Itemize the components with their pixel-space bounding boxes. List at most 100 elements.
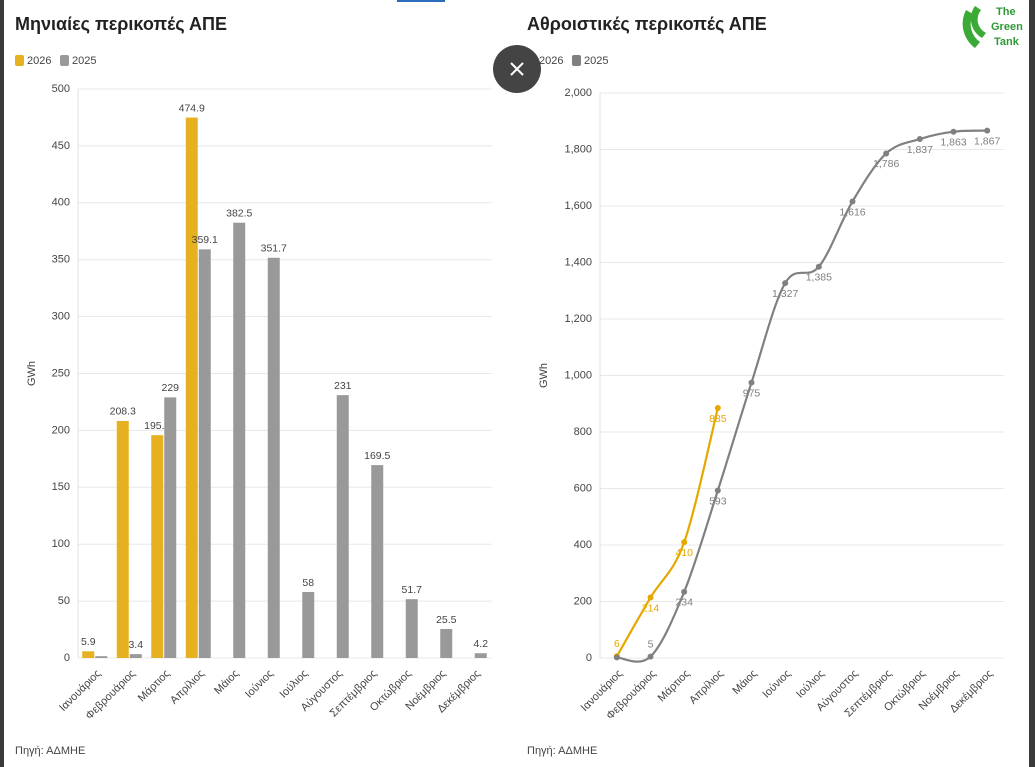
bar	[267, 257, 280, 658]
data-label: 58	[302, 577, 314, 589]
data-label: 1,837	[907, 144, 933, 156]
y-tick-label: 100	[52, 538, 70, 550]
legend-label: 2025	[584, 55, 608, 67]
bar	[336, 395, 349, 658]
bar	[185, 117, 198, 659]
y-tick-label: 1,200	[564, 313, 592, 325]
bar	[129, 654, 142, 658]
point	[681, 588, 688, 595]
bar	[302, 591, 315, 658]
data-label: 975	[743, 387, 761, 399]
y-tick-label: 1,600	[564, 200, 592, 212]
y-tick-label: 150	[52, 481, 70, 493]
bar	[405, 599, 418, 658]
legend-label: 2026	[539, 55, 563, 67]
y-tick-label: 1,800	[564, 143, 592, 155]
legend-swatch	[15, 55, 24, 66]
data-label: 593	[709, 495, 727, 507]
data-label: 25.5	[436, 614, 457, 626]
bar	[82, 651, 95, 658]
point	[849, 198, 856, 205]
point	[647, 594, 654, 601]
y-tick-label: 1,000	[564, 369, 592, 381]
y-axis-label: GWh	[538, 363, 550, 388]
close-icon	[510, 62, 524, 76]
bar	[233, 222, 246, 658]
y-tick-label: 400	[574, 539, 592, 551]
point	[714, 487, 721, 494]
point	[714, 404, 721, 411]
data-label: 1,385	[806, 272, 832, 284]
logo: The Green Tank	[962, 6, 1023, 48]
y-tick-label: 400	[52, 197, 70, 209]
data-label: 382.5	[226, 207, 252, 219]
data-label: 4.2	[473, 638, 488, 650]
y-tick-label: 50	[58, 595, 70, 607]
logo-mark	[962, 10, 980, 48]
data-label: 359.1	[192, 234, 218, 246]
point	[647, 653, 654, 660]
point	[815, 263, 822, 270]
point	[613, 654, 620, 661]
data-label: 5.9	[81, 636, 96, 648]
top-tab	[397, 0, 445, 2]
data-label: 1,327	[772, 288, 798, 300]
data-label: 1,863	[940, 136, 966, 148]
legend-label: 2026	[27, 55, 51, 67]
bar	[198, 249, 211, 659]
data-label: 1,786	[873, 158, 899, 170]
data-label: 6	[614, 638, 620, 650]
data-label: 1,616	[839, 206, 865, 218]
left-edge	[0, 0, 4, 767]
bar	[164, 397, 177, 658]
data-label: 5	[648, 638, 654, 650]
y-tick-label: 0	[64, 652, 70, 664]
data-label: 195.8	[144, 420, 170, 432]
point	[984, 127, 991, 134]
point	[916, 136, 923, 143]
point	[883, 150, 890, 157]
y-tick-label: 250	[52, 367, 70, 379]
data-label: 1,867	[974, 135, 1000, 147]
data-label: 3.4	[128, 639, 143, 651]
y-tick-label: 800	[574, 426, 592, 438]
data-label: 229	[161, 382, 179, 394]
y-tick-label: 2,000	[564, 87, 592, 99]
logo-text: Tank	[994, 36, 1020, 48]
y-tick-label: 350	[52, 254, 70, 266]
point	[950, 128, 957, 135]
right-edge	[1029, 0, 1035, 767]
bar	[95, 656, 108, 658]
data-label: 885	[709, 413, 727, 425]
data-label: 351.7	[261, 243, 287, 255]
logo-text: Green	[991, 21, 1023, 33]
y-tick-label: 200	[574, 595, 592, 607]
data-label: 234	[675, 597, 693, 609]
data-label: 208.3	[110, 406, 136, 418]
data-label: 214	[642, 602, 660, 614]
logo-text: The	[996, 6, 1016, 18]
bar	[116, 420, 129, 658]
legend-swatch	[60, 55, 69, 66]
data-label: 474.9	[179, 102, 205, 114]
source: Πηγή: ΑΔΜΗΕ	[15, 745, 85, 757]
data-label: 410	[675, 547, 693, 559]
bar	[440, 628, 453, 658]
y-tick-label: 300	[52, 311, 70, 323]
y-tick-label: 200	[52, 424, 70, 436]
data-label: 169.5	[364, 450, 390, 462]
source: Πηγή: ΑΔΜΗΕ	[527, 745, 597, 757]
bar	[151, 435, 164, 658]
y-tick-label: 1,400	[564, 256, 592, 268]
chart-title: Αθροιστικές περικοπές ΑΠΕ	[527, 14, 767, 34]
y-tick-label: 450	[52, 140, 70, 152]
y-axis-label: GWh	[26, 361, 38, 386]
data-label: 231	[334, 380, 352, 392]
y-tick-label: 0	[586, 652, 592, 664]
legend-label: 2025	[72, 55, 96, 67]
point	[782, 280, 789, 287]
bar	[371, 465, 384, 658]
logo-mark	[970, 6, 986, 38]
y-tick-label: 600	[574, 482, 592, 494]
